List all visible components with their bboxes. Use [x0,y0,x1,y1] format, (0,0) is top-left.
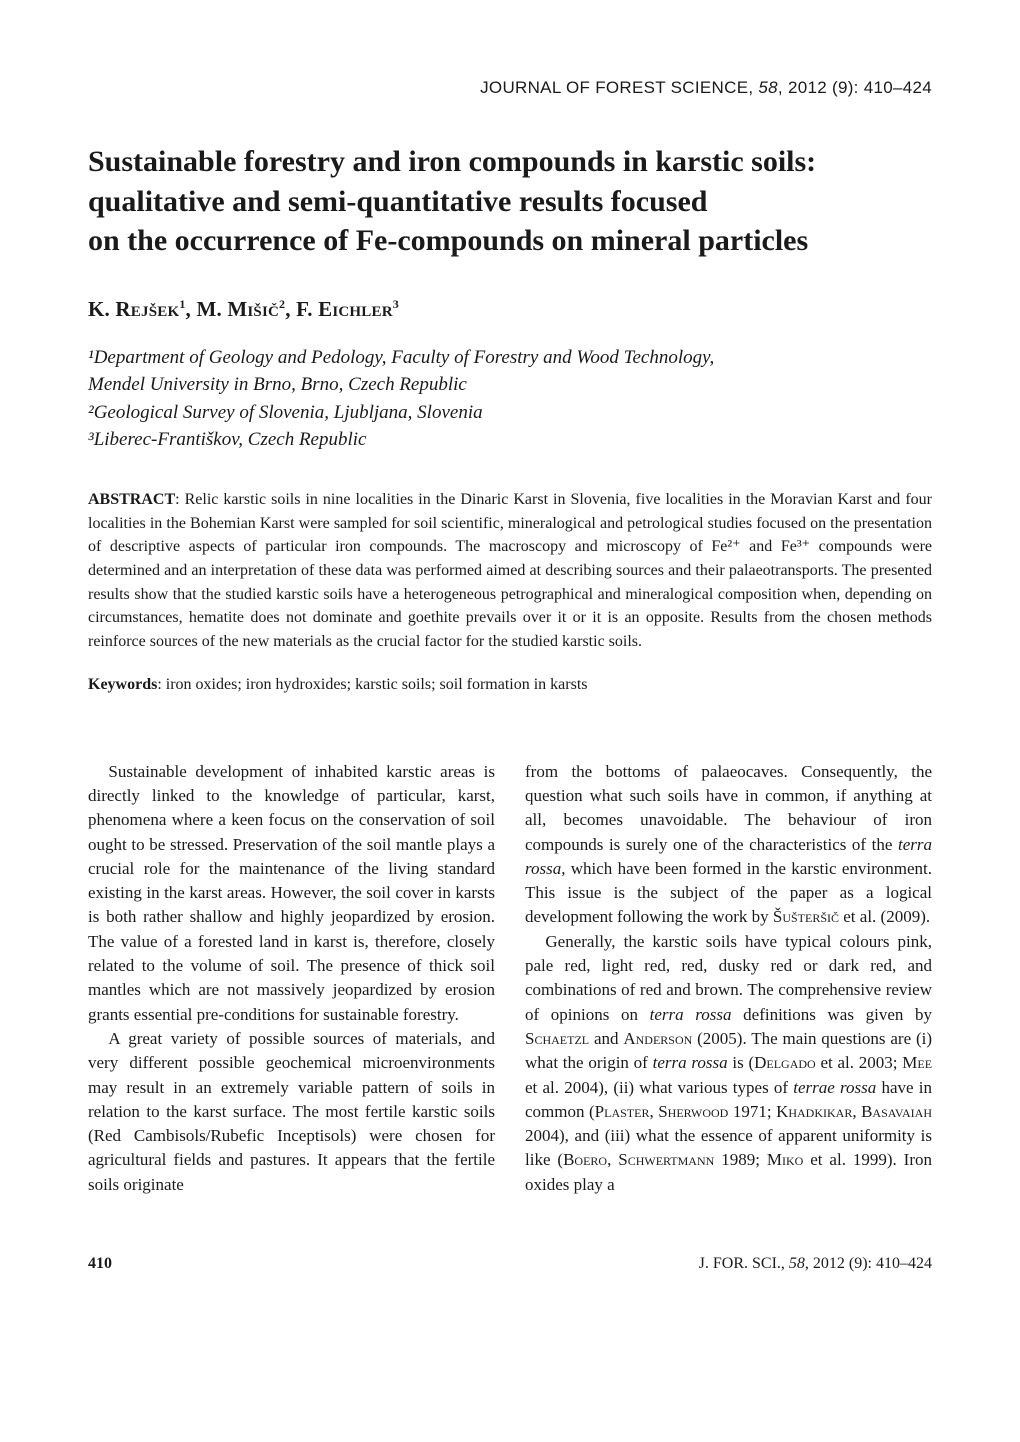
journal-header: JOURNAL OF FOREST SCIENCE, 58, 2012 (9):… [88,78,932,98]
affiliation-3: ³Liberec-Františkov, Czech Republic [88,426,932,454]
r2-ital2: terra rossa [653,1053,728,1072]
r2-i: 1971; [728,1102,776,1121]
title-line-3: on the occurrence of Fe-compounds on min… [88,224,808,257]
right-paragraph-1: from the bottoms of palaeocaves. Consequ… [525,760,932,930]
r2-ital3: terrae rossa [793,1078,876,1097]
r2-sc4: Mee [902,1053,932,1072]
authors-line: K. Rejšek1, M. Mišič2, F. Eichler3 [88,297,932,322]
abstract-label: ABSTRACT [88,491,175,508]
abstract-text: : Relic karstic soils in nine localities… [88,491,932,650]
journal-pages: 410–424 [864,78,932,97]
r2-sc6: Khadkikar, Basavaiah [776,1102,932,1121]
author-2-name: M. Mišič [196,297,279,321]
page-number: 410 [88,1255,112,1273]
column-left: Sustainable development of inhabited kar… [88,760,495,1197]
r2-sc1: Schaetzl [525,1029,589,1048]
title-line-2: qualitative and semi-quantitative result… [88,185,707,218]
footer-rest: , 2012 (9): 410–424 [805,1255,932,1272]
page-footer: 410 J. FOR. SCI., 58, 2012 (9): 410–424 [88,1255,932,1273]
r2-k: 1989; [714,1150,767,1169]
r2-sc2: Anderson [623,1029,692,1048]
title-line-1: Sustainable forestry and iron compounds … [88,145,816,178]
left-paragraph-1: Sustainable development of inhabited kar… [88,760,495,1027]
footer-journal-abbr: J. FOR. SCI. [699,1255,781,1272]
r2-sc3: Delgado [754,1053,816,1072]
footer-journal-line: J. FOR. SCI., 58, 2012 (9): 410–424 [699,1255,932,1273]
r2-g: et al. 2004), (ii) what various types of [525,1078,793,1097]
r1-sc1: Šušteršič [773,907,839,926]
keywords-text: : iron oxides; iron hydroxides; karstic … [157,676,587,693]
journal-volume: 58 [758,78,778,97]
affiliations: ¹Department of Geology and Pedology, Fac… [88,344,932,454]
author-2-sup: 2 [279,297,285,311]
r2-f: et al. 2003; [816,1053,903,1072]
r2-sc8: Miko [767,1150,803,1169]
r2-sc7: Boero, Schwertmann [563,1150,714,1169]
affiliation-1-line1: ¹Department of Geology and Pedology, Fac… [88,344,932,372]
left-paragraph-2: A great variety of possible sources of m… [88,1027,495,1197]
abstract: ABSTRACT: Relic karstic soils in nine lo… [88,488,932,654]
r2-e: is ( [728,1053,755,1072]
r1-c: et al. (2009). [839,907,930,926]
column-right: from the bottoms of palaeocaves. Consequ… [525,760,932,1197]
r1-a: from the bottoms of palaeocaves. Consequ… [525,762,932,854]
journal-year-issue: 2012 (9) [788,78,854,97]
r2-ital1: terra rossa [650,1005,732,1024]
affiliation-1-line2: Mendel University in Brno, Brno, Czech R… [88,371,932,399]
journal-name: JOURNAL OF FOREST SCIENCE [480,78,748,97]
keywords-label: Keywords [88,676,157,693]
affiliation-2: ²Geological Survey of Slovenia, Ljubljan… [88,399,932,427]
author-3-name: F. Eichler [296,297,393,321]
author-1-name: K. Rejšek [88,297,179,321]
body-columns: Sustainable development of inhabited kar… [88,760,932,1197]
footer-volume: 58 [789,1255,805,1272]
keywords: Keywords: iron oxides; iron hydroxides; … [88,676,932,694]
r2-sc5: Plaster, Sherwood [595,1102,729,1121]
article-title: Sustainable forestry and iron compounds … [88,142,932,261]
r2-c: and [589,1029,623,1048]
author-3-sup: 3 [393,297,399,311]
right-paragraph-2: Generally, the karstic soils have typica… [525,930,932,1197]
author-1-sup: 1 [179,297,185,311]
r2-b: definitions was given by [732,1005,932,1024]
